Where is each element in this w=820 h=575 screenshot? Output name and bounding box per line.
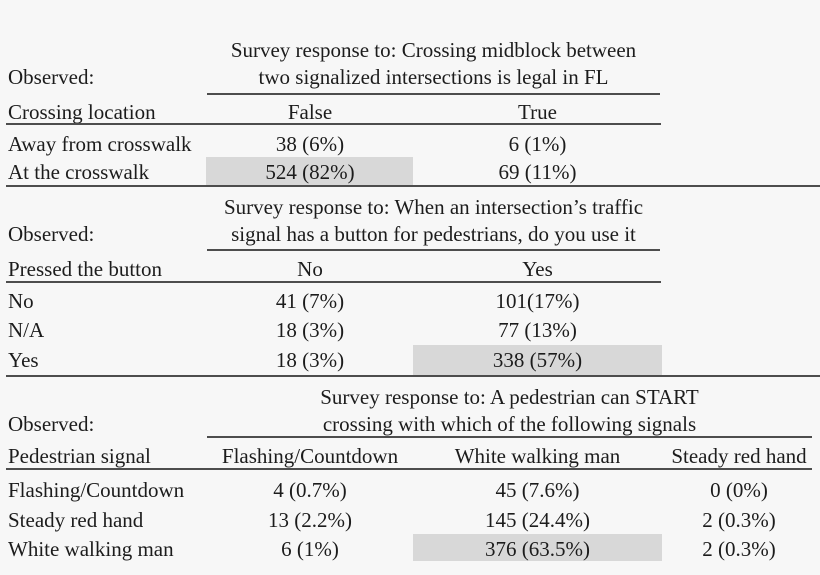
data-cell: 18 (3%)	[275, 318, 345, 342]
data-cell: 6 (1%)	[508, 132, 567, 156]
row-label: At the crosswalk	[8, 160, 150, 184]
survey-question-line2: signal has a button for pedestrians, do …	[231, 222, 636, 246]
data-cell: 38 (6%)	[275, 132, 345, 156]
data-cell: 77 (13%)	[498, 318, 577, 342]
survey-question-line1: Survey response to: A pedestrian can STA…	[320, 385, 699, 409]
data-cell-highlighted: 376 (63.5%)	[485, 537, 590, 561]
column-header: True	[518, 100, 557, 124]
column-header: Yes	[522, 257, 553, 281]
survey-question-line1: Survey response to: Crossing midblock be…	[230, 38, 637, 62]
column-header: White walking man	[454, 444, 621, 468]
data-cell: 2 (0.3%)	[702, 508, 776, 532]
survey-question-line2: crossing with which of the following sig…	[322, 412, 697, 436]
row-label: No	[8, 289, 34, 313]
data-cell-highlighted: 338 (57%)	[492, 348, 583, 372]
data-cell: 145 (24.4%)	[485, 508, 590, 532]
data-cell: 18 (3%)	[275, 348, 345, 372]
question-underline-rule	[207, 249, 660, 251]
data-cell: 41 (7%)	[275, 289, 345, 313]
observed-label: Observed:	[8, 65, 95, 89]
data-cell: 6 (1%)	[281, 537, 339, 561]
row-label: White walking man	[8, 537, 174, 561]
row-header-label: Crossing location	[8, 100, 156, 124]
column-header-rule	[6, 281, 661, 283]
section-divider-rule	[6, 185, 820, 187]
column-header: No	[297, 257, 323, 281]
data-cell: 101(17%)	[495, 289, 580, 313]
question-underline-rule	[207, 93, 660, 95]
data-cell: 45 (7.6%)	[495, 478, 580, 502]
row-label: Steady red hand	[8, 508, 144, 532]
row-label: Yes	[8, 348, 39, 372]
observed-label: Observed:	[8, 412, 95, 436]
survey-question-line1: Survey response to: When an intersection…	[223, 195, 644, 219]
data-cell: 69 (11%)	[498, 160, 577, 184]
column-header: Steady red hand	[671, 444, 807, 468]
observed-label: Observed:	[8, 222, 95, 246]
highlight-cell	[413, 345, 662, 375]
column-header: Flashing/Countdown	[221, 444, 399, 468]
row-header-label: Pedestrian signal	[8, 444, 151, 468]
row-header-label: Pressed the button	[8, 257, 162, 281]
data-cell: 2 (0.3%)	[702, 537, 776, 561]
data-cell: 0 (0%)	[710, 478, 768, 502]
data-cell: 4 (0.7%)	[273, 478, 347, 502]
row-label: Away from crosswalk	[8, 132, 192, 156]
row-label: N/A	[8, 318, 45, 342]
highlight-cell	[413, 534, 662, 561]
column-header-rule	[6, 468, 812, 470]
column-header: False	[287, 100, 333, 124]
data-cell: 13 (2.2%)	[268, 508, 352, 532]
data-cell-highlighted: 524 (82%)	[265, 160, 355, 184]
column-header-rule	[6, 123, 661, 125]
survey-question-line2: two signalized intersections is legal in…	[258, 65, 609, 89]
section-divider-rule	[6, 375, 820, 377]
highlight-cell	[206, 157, 413, 185]
question-underline-rule	[207, 436, 812, 438]
row-label: Flashing/Countdown	[8, 478, 185, 502]
